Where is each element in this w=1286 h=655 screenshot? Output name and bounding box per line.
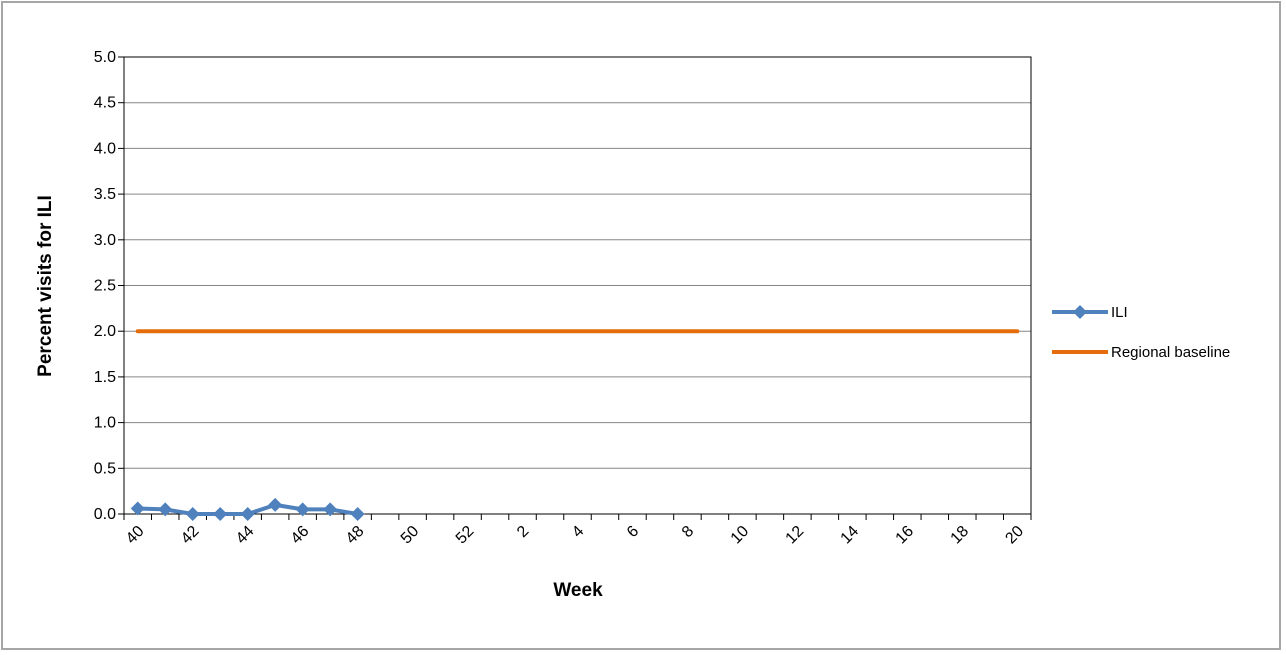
y-tick-label-3: 1.5	[94, 369, 116, 386]
x-tick-label-6: 6	[624, 523, 642, 541]
data-point-ili-week-45	[268, 497, 283, 512]
x-tick-label-46: 46	[288, 523, 313, 548]
legend-label-regional-baseline: Regional baseline	[1111, 344, 1230, 361]
x-tick-label-10: 10	[728, 523, 753, 548]
data-point-ili-week-48	[350, 507, 365, 521]
x-tick-label-18: 18	[948, 523, 973, 548]
x-tick-label-2: 2	[514, 523, 532, 541]
legend-label-ili: ILI	[1111, 304, 1128, 321]
x-tick-label-48: 48	[343, 523, 368, 548]
y-tick-label-1: 0.5	[94, 460, 116, 477]
y-axis-ticks: 0.0 0.5 1.0 1.5 2.0 2.5 3.0 3.5 4.0 4.5 5.0	[94, 49, 124, 523]
data-point-ili-week-43	[213, 507, 228, 521]
data-point-ili-week-42	[185, 507, 200, 521]
data-point-ili-week-47	[323, 502, 338, 517]
x-tick-label-8: 8	[679, 523, 697, 541]
y-tick-label-6: 3.0	[94, 232, 116, 249]
y-tick-label-2: 1.0	[94, 415, 116, 432]
y-tick-label-5: 2.5	[94, 278, 116, 295]
gridlines	[124, 102, 1031, 469]
data-point-ili-week-46	[295, 502, 310, 517]
x-tick-label-50: 50	[398, 523, 423, 548]
y-axis-title: Percent visits for ILI	[35, 195, 56, 377]
x-tick-label-44: 44	[233, 523, 258, 548]
y-tick-label-10: 5.0	[94, 49, 116, 66]
x-tick-label-16: 16	[893, 523, 918, 548]
x-tick-label-42: 42	[178, 523, 203, 548]
x-tick-label-40: 40	[123, 523, 148, 548]
legend-item-regional-baseline: Regional baseline	[1052, 344, 1230, 361]
x-axis-title: Week	[553, 580, 603, 601]
legend-item-ili: ILI	[1052, 304, 1128, 321]
data-point-ili-week-40	[130, 501, 145, 516]
legend-marker-ili	[1073, 305, 1087, 319]
x-tick-label-14: 14	[838, 523, 863, 548]
x-axis-ticks: 40 42 44 46 48 50 52 2 4 6 8 10 12 14 16 18 20	[123, 514, 1032, 548]
y-tick-label-8: 4.0	[94, 140, 116, 157]
y-tick-label-0: 0.0	[94, 506, 116, 523]
data-point-ili-week-44	[240, 507, 255, 521]
y-tick-label-9: 4.5	[94, 95, 116, 112]
data-point-ili-week-41	[158, 502, 173, 517]
x-tick-label-12: 12	[783, 523, 808, 548]
y-tick-label-4: 2.0	[94, 323, 116, 340]
series-layer	[130, 329, 1020, 521]
x-tick-label-20: 20	[1002, 523, 1027, 548]
legend: ILI Regional baseline	[1052, 304, 1230, 361]
y-tick-label-7: 3.5	[94, 186, 116, 203]
x-tick-label-52: 52	[453, 523, 478, 548]
x-tick-label-4: 4	[569, 523, 587, 541]
